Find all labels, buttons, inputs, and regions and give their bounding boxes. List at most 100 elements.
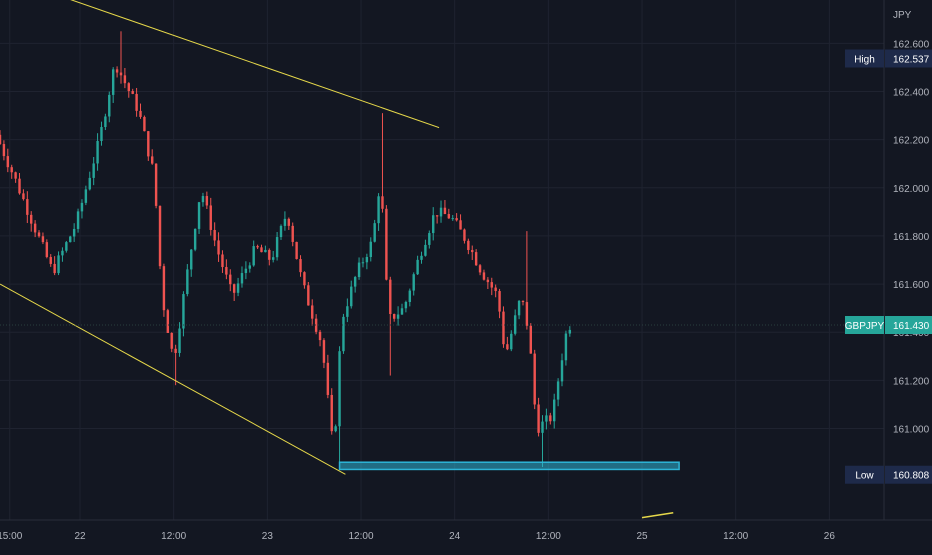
high-price-tag-value-box — [885, 49, 932, 68]
candle-body — [420, 255, 423, 260]
high-price-tag: High 162.537 — [845, 49, 932, 68]
time-tick-label: 12:00 — [161, 531, 186, 542]
candle-body — [568, 329, 572, 334]
candle-body — [92, 163, 95, 178]
low-price-tag-title: Low — [855, 471, 874, 482]
candle-body — [6, 156, 10, 168]
candle-body — [205, 196, 209, 206]
candle-body — [381, 196, 384, 209]
candle-body — [342, 316, 345, 352]
candle-body — [119, 72, 123, 76]
candle-body — [474, 252, 478, 266]
candle-body — [322, 340, 326, 363]
candle-body — [283, 218, 287, 226]
current-price-tag-title: GBPJPY — [845, 321, 885, 332]
candle-body — [404, 301, 408, 309]
candle-body — [232, 284, 236, 293]
candle-body — [14, 172, 17, 179]
candle-body — [549, 415, 552, 422]
candle-body — [240, 273, 244, 284]
candle-body — [400, 308, 404, 315]
time-tick-label: 12:00 — [723, 531, 748, 542]
candle-body — [268, 249, 271, 260]
candle-body — [252, 246, 255, 266]
drawings — [0, 0, 884, 519]
candle-body — [143, 116, 146, 132]
candle-body — [326, 362, 330, 395]
candle-body — [396, 314, 400, 319]
candle-body — [22, 193, 25, 200]
time-tick-label: 26 — [824, 531, 836, 542]
candle-body — [357, 262, 361, 278]
candle-body — [287, 218, 291, 226]
candle-body — [439, 207, 443, 217]
candle-body — [361, 262, 365, 264]
candle-body — [463, 229, 466, 241]
candle-body — [236, 283, 240, 293]
candle-body — [435, 215, 439, 217]
high-price-tag-title: High — [854, 55, 875, 66]
candle-body — [471, 249, 474, 253]
candle-body — [311, 305, 314, 319]
candle-body — [244, 268, 248, 274]
candle-body — [248, 265, 251, 269]
time-axis[interactable]: 15:00 22 12:00 23 12:00 24 12:00 25 12:00 26 — [0, 531, 835, 542]
candle-body — [369, 241, 372, 258]
candles — [0, 31, 572, 470]
current-price-tag-title-box — [845, 316, 884, 334]
price-tick-label: 162.000 — [893, 184, 930, 195]
candle-body — [37, 232, 41, 237]
candle-body — [123, 75, 127, 84]
candle-body — [0, 134, 2, 145]
candle-body — [221, 254, 224, 268]
low-price-tag-title-box — [845, 465, 884, 484]
candle-body — [513, 315, 517, 334]
candle-body — [96, 141, 99, 164]
candle-body — [147, 131, 150, 157]
candle-body — [467, 240, 470, 250]
candle-body — [131, 91, 134, 94]
candle-body — [193, 228, 197, 250]
candle-body — [209, 205, 212, 230]
currency-label: JPY — [893, 10, 912, 21]
candle-body — [33, 223, 37, 233]
candle-body — [334, 426, 337, 432]
candle-body — [201, 196, 205, 203]
candle-body — [510, 333, 513, 350]
candle-body — [392, 314, 396, 319]
time-tick-label: 24 — [449, 531, 461, 542]
candle-body — [197, 202, 201, 229]
candle-body — [166, 310, 170, 333]
candle-body — [65, 242, 68, 251]
support-zone[interactable] — [338, 461, 680, 471]
candle-body — [389, 279, 392, 315]
candle-body — [432, 215, 435, 234]
candle-body — [545, 415, 548, 422]
candle-body — [108, 94, 111, 117]
candle-body — [57, 255, 60, 274]
high-price-tag-value: 162.537 — [893, 55, 930, 66]
candle-body — [182, 294, 185, 329]
candle-body — [279, 225, 283, 238]
low-price-tag: Low 160.808 — [845, 465, 932, 484]
price-tick-label: 162.600 — [893, 39, 930, 50]
candle-body — [412, 274, 415, 291]
candle-body — [490, 282, 493, 288]
upper-channel-line[interactable] — [37, 0, 440, 129]
candle-body — [377, 196, 380, 224]
small-line[interactable] — [641, 512, 674, 519]
candle-body — [451, 218, 454, 220]
candle-body — [424, 244, 427, 256]
candle-body — [447, 214, 451, 219]
candle-body — [502, 311, 505, 345]
candle-body — [338, 351, 341, 427]
candle-body — [100, 127, 103, 142]
candle-body — [30, 214, 33, 224]
price-tick-label: 162.200 — [893, 136, 930, 147]
candle-body — [158, 205, 162, 267]
candle-body — [307, 285, 310, 306]
candle-body — [314, 318, 318, 332]
lower-channel-line[interactable] — [0, 283, 346, 475]
